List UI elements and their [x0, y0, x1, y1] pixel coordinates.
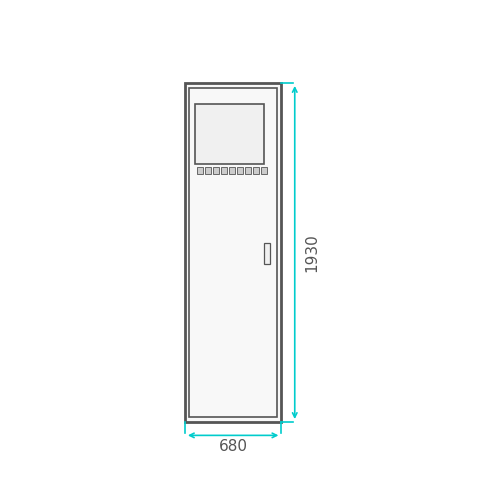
Bar: [196, 168, 202, 173]
Bar: [264, 243, 270, 264]
Bar: [237, 168, 243, 173]
Bar: [221, 168, 227, 173]
Bar: [204, 168, 211, 173]
Text: 680: 680: [218, 439, 248, 454]
Bar: [245, 168, 251, 173]
Bar: [185, 83, 282, 422]
Bar: [262, 168, 268, 173]
Bar: [229, 168, 235, 173]
Text: 1930: 1930: [304, 233, 320, 272]
Bar: [253, 168, 260, 173]
Bar: [190, 88, 277, 417]
Bar: [196, 104, 264, 164]
Bar: [212, 168, 219, 173]
